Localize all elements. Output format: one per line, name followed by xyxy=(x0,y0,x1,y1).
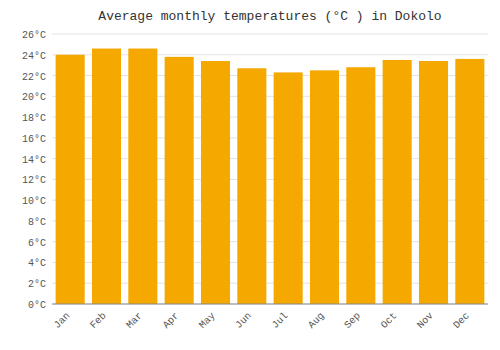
x-tick-label: Nov xyxy=(415,310,436,331)
x-tick-label: Aug xyxy=(306,310,327,331)
bar xyxy=(128,49,157,304)
x-tick-label: Feb xyxy=(88,310,109,331)
chart-container: Average monthly temperatures (°C ) in Do… xyxy=(0,0,500,350)
y-tick-label: 6°C xyxy=(28,238,46,249)
x-axis-line xyxy=(52,304,488,305)
y-tick-label: 2°C xyxy=(28,279,46,290)
bar xyxy=(419,61,448,304)
y-tick-label: 16°C xyxy=(22,134,46,145)
bars xyxy=(56,49,485,304)
y-tick-label: 0°C xyxy=(28,300,46,311)
grid xyxy=(52,34,488,304)
y-tick-label: 26°C xyxy=(22,30,46,41)
x-tick-label: Jan xyxy=(52,310,73,331)
y-tick-label: 4°C xyxy=(28,258,46,269)
bar xyxy=(346,67,375,304)
bar xyxy=(310,70,339,304)
grid-line xyxy=(52,34,488,35)
bar xyxy=(165,57,194,304)
y-tick-label: 18°C xyxy=(22,113,46,124)
y-tick-label: 14°C xyxy=(22,155,46,166)
x-tick-label: May xyxy=(197,310,218,331)
bar xyxy=(383,60,412,304)
x-tick-label: Apr xyxy=(161,310,182,331)
y-tick-label: 24°C xyxy=(22,51,46,62)
bar xyxy=(56,55,85,304)
bar xyxy=(455,59,484,304)
chart: Average monthly temperatures (°C ) in Do… xyxy=(0,0,500,350)
bar xyxy=(274,72,303,304)
bar xyxy=(92,49,121,304)
y-tick-label: 10°C xyxy=(22,196,46,207)
x-tick-label: Oct xyxy=(379,310,400,331)
y-tick-label: 22°C xyxy=(22,72,46,83)
y-tick-label: 20°C xyxy=(22,92,46,103)
x-tick-label: Jul xyxy=(270,310,291,331)
bar xyxy=(237,68,266,304)
grid-line xyxy=(52,304,488,305)
x-tick-label: Mar xyxy=(124,310,145,331)
bar xyxy=(201,61,230,304)
x-tick-label: Dec xyxy=(451,310,472,331)
y-tick-label: 8°C xyxy=(28,217,46,228)
title: Average monthly temperatures (°C ) in Do… xyxy=(98,9,441,24)
x-tick-label: Jun xyxy=(233,310,254,331)
y-tick-label: 12°C xyxy=(22,175,46,186)
x-tick-label: Sep xyxy=(342,310,363,331)
